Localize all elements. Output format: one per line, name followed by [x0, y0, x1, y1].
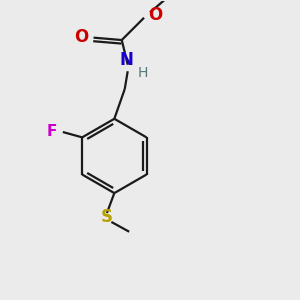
Text: O: O	[148, 6, 163, 24]
Text: F: F	[47, 124, 58, 139]
Text: H: H	[138, 66, 148, 80]
Text: N: N	[119, 51, 133, 69]
Text: S: S	[101, 208, 113, 226]
Text: O: O	[74, 28, 88, 46]
